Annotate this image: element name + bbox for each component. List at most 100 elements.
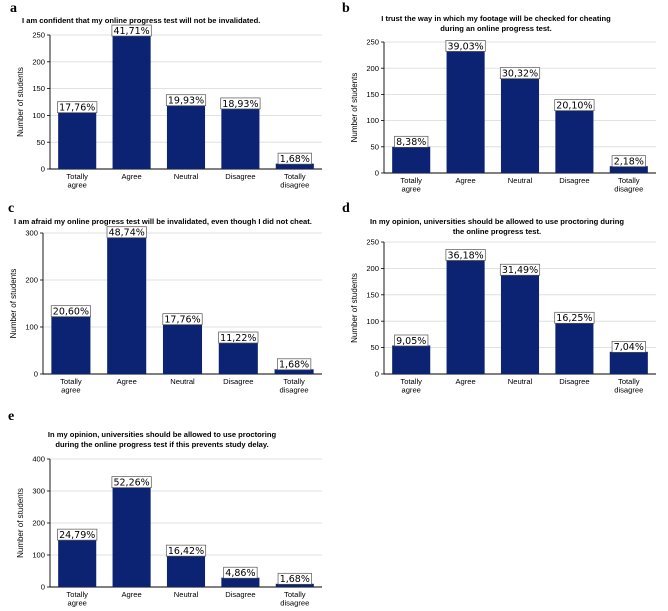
x-category-label: Agree (455, 176, 475, 185)
panel-letter: e (8, 409, 14, 424)
y-axis-label: Number of students (350, 73, 359, 143)
x-category-label: Agree (117, 377, 137, 386)
y-tick-label: 150 (366, 290, 379, 299)
x-category-word: Neutral (508, 377, 533, 386)
data-label: 17,76% (164, 315, 200, 326)
data-label: 1,68% (279, 360, 309, 371)
data-label-box (111, 24, 152, 37)
y-axis-label: Number of students (16, 67, 25, 137)
chart-title-line: the online progress test. (453, 227, 541, 236)
data-label-box (162, 313, 203, 326)
data-label-box (277, 358, 312, 371)
x-category-label: Disagree (223, 377, 253, 386)
plot-area: 0 50 100 150 200 250 Number of students Totally… (16, 24, 322, 190)
bar (392, 345, 431, 374)
data-label: 31,49% (502, 265, 538, 276)
data-label-box (611, 340, 646, 353)
bar (112, 35, 151, 170)
bar (500, 78, 540, 173)
x-category-word: Agree (455, 176, 475, 185)
x-category-word: Neutral (174, 172, 199, 181)
y-tick-label: 100 (366, 317, 379, 326)
bar (446, 259, 485, 374)
y-tick-label: 150 (366, 90, 379, 99)
x-category-word: Totally (284, 590, 306, 599)
y-axis-label: Number of students (350, 273, 359, 343)
x-category-label: Neutral (174, 590, 199, 599)
x-category-word: disagree (280, 181, 309, 190)
y-tick-label: 0 (375, 169, 379, 178)
x-category-word: Totally (284, 172, 306, 181)
y-tick-label: 150 (32, 84, 45, 93)
x-category-word: Totally (618, 377, 640, 386)
data-label-box (554, 99, 595, 111)
bar (166, 105, 206, 169)
bar (609, 351, 648, 374)
bar (107, 237, 147, 374)
chart-panel-e: e 0 100 200 300 400 Number of students Totally… (0, 404, 334, 611)
y-tick-label: 300 (32, 487, 45, 496)
data-label-box (223, 566, 258, 579)
chart-title-line: during the online progress test if this … (55, 440, 268, 449)
bar (609, 166, 648, 173)
data-label: 36,18% (447, 250, 483, 261)
data-label: 1,68% (280, 574, 310, 585)
x-category-word: Agree (117, 377, 137, 386)
plot-area: 0 50 100 150 200 250 Number of students Totally… (350, 238, 656, 395)
data-label-box (111, 476, 152, 489)
data-label: 52,26% (113, 478, 149, 489)
panel-letter: a (10, 1, 17, 16)
data-label: 20,10% (556, 101, 592, 112)
x-category-label: Totally disagree (280, 590, 309, 608)
chart-panel-a: a I am confident that my online progress… (0, 0, 334, 200)
y-tick-label: 100 (366, 116, 379, 125)
x-category-word: Totally (283, 377, 305, 386)
y-tick-label: 400 (32, 455, 45, 464)
bar (221, 577, 260, 587)
chart-svg-d: d 0 50 100 150 200 250 Number of students Total… (342, 201, 656, 395)
data-label-box (106, 226, 147, 239)
bar (555, 110, 594, 173)
x-category-label: Totally agree (66, 590, 88, 608)
x-category-label: Disagree (225, 590, 255, 599)
chart-svg-c: c I am afraid my online progress test wi… (8, 201, 322, 395)
y-tick-label: 200 (32, 519, 45, 528)
chart-title-line: In my opinion, universities should be al… (48, 430, 277, 439)
x-category-word: disagree (280, 386, 309, 395)
data-label: 4,86% (225, 568, 255, 579)
bar (166, 555, 206, 587)
y-tick-label: 250 (32, 31, 45, 40)
x-category-word: Neutral (508, 176, 533, 185)
data-label-box (165, 544, 207, 557)
data-label-box (445, 249, 486, 261)
x-category-word: Totally (60, 377, 82, 386)
x-category-label: Disagree (559, 377, 589, 386)
x-category-label: Agree (121, 590, 141, 599)
data-label: 39,03% (447, 41, 483, 52)
x-category-label: Totally disagree (280, 172, 309, 190)
y-tick-label: 300 (25, 229, 38, 238)
x-category-word: Agree (121, 172, 141, 181)
data-label: 19,93% (168, 96, 204, 107)
x-category-word: agree (67, 599, 86, 608)
x-category-word: Neutral (174, 590, 199, 599)
x-category-word: Totally (400, 176, 422, 185)
chart-title: In my opinion, universities should be al… (48, 430, 277, 449)
data-label: 17,76% (59, 103, 95, 114)
x-category-word: Totally (66, 172, 88, 181)
x-category-label: Totally agree (400, 377, 422, 395)
x-category-label: Neutral (174, 172, 199, 181)
x-category-word: agree (67, 181, 86, 190)
data-label-box (220, 97, 261, 110)
data-label-box (277, 572, 312, 585)
x-category-word: Disagree (225, 172, 255, 181)
data-label: 24,79% (59, 530, 95, 541)
data-label-box (554, 311, 595, 324)
x-category-label: Neutral (508, 176, 533, 185)
y-tick-label: 100 (32, 111, 45, 120)
x-category-word: Neutral (170, 377, 195, 386)
x-category-word: agree (401, 185, 420, 194)
x-category-label: Agree (455, 377, 475, 386)
